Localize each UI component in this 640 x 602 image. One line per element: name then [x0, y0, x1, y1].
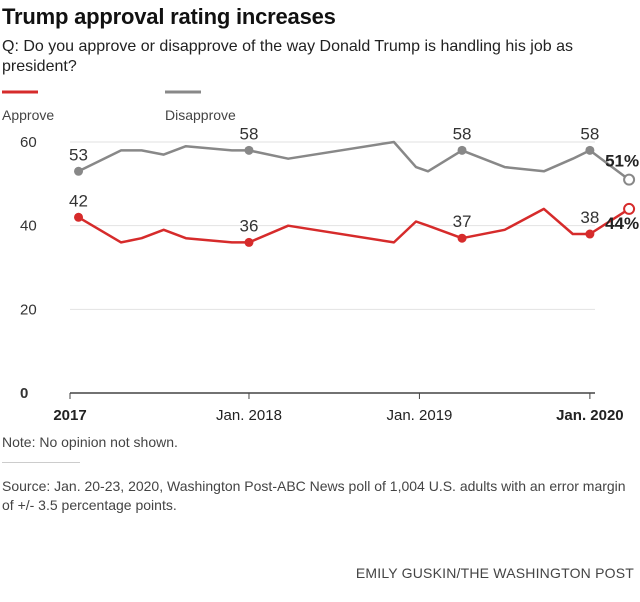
x-tick-label-2: Jan. 2019 — [386, 407, 452, 424]
chart-source: Source: Jan. 20-23, 2020, Washington Pos… — [2, 478, 626, 513]
x-tick-label-1: Jan. 2018 — [216, 407, 282, 424]
disapprove-data-label-11: 58 — [453, 124, 472, 143]
y-tick-label-60: 60 — [20, 134, 37, 151]
approve-point-11 — [457, 233, 467, 243]
footer-divider — [2, 462, 80, 463]
chart-note: Note: No opinion not shown. — [2, 434, 178, 450]
approve-point-6 — [244, 237, 254, 247]
approve-data-label-11: 37 — [453, 212, 472, 231]
chart-credit: EMILY GUSKIN/THE WASHINGTON POST — [355, 565, 634, 581]
y-tick-label-40: 40 — [20, 218, 37, 235]
disapprove-point-6 — [244, 145, 254, 155]
legend-label-disapprove: Disapprove — [165, 107, 236, 123]
approval-line-chart: 0 20 40 60 2017 Jan. 2018 Jan. 2019 Jan. 2020 Ap… — [2, 90, 639, 424]
disapprove-data-label-0: 53 — [69, 145, 88, 164]
disapprove-latest-label: 51% — [605, 152, 639, 171]
approve-latest-label: 44% — [605, 214, 639, 233]
chart-question: Q: Do you approve or disapprove of the w… — [2, 38, 573, 75]
disapprove-latest-point — [623, 173, 636, 186]
disapprove-point-15 — [585, 145, 595, 155]
approve-data-label-0: 42 — [69, 191, 88, 210]
x-tick-label-0: 2017 — [53, 407, 86, 424]
disapprove-point-0 — [74, 166, 84, 176]
disapprove-data-label-15: 58 — [580, 124, 599, 143]
approve-point-0 — [74, 212, 84, 222]
disapprove-data-label-6: 58 — [240, 124, 259, 143]
approve-point-15 — [585, 229, 595, 239]
chart-title: Trump approval rating increases — [2, 4, 336, 29]
approve-latest-point — [623, 202, 636, 215]
approve-series-line — [77, 207, 630, 244]
legend-label-approve: Approve — [2, 107, 54, 123]
y-tick-label-20: 20 — [20, 301, 37, 318]
approve-data-label-6: 36 — [240, 216, 259, 235]
y-tick-label-0: 0 — [20, 385, 28, 402]
x-tick-label-3: Jan. 2020 — [556, 407, 624, 424]
approve-data-label-15: 38 — [580, 208, 599, 227]
disapprove-series-line — [77, 140, 630, 181]
disapprove-point-11 — [457, 145, 467, 155]
